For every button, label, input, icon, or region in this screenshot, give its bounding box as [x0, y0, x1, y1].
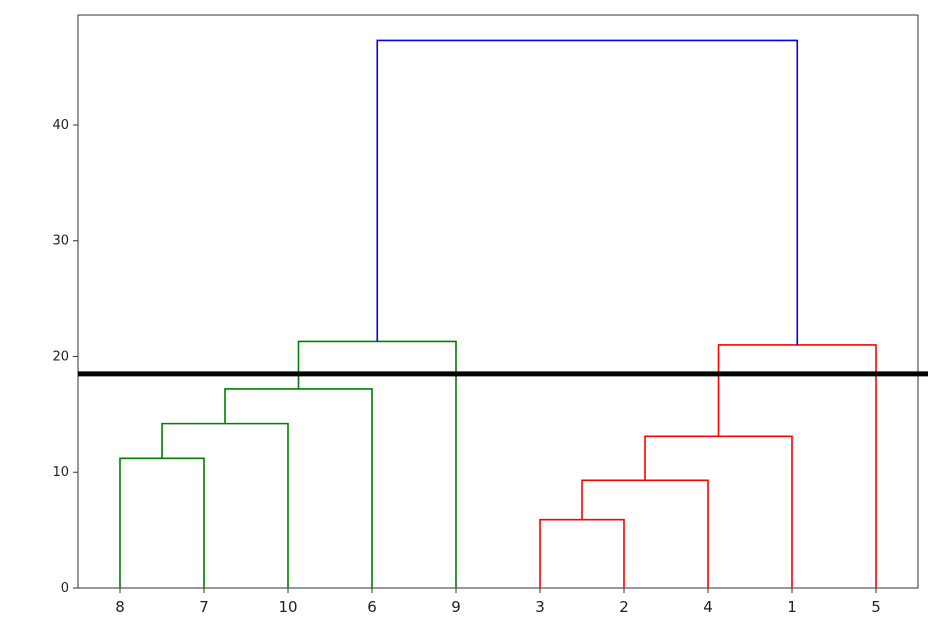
x-axis: 8 7 10 6 9 3 2 4 1 5	[115, 588, 881, 616]
dendrogram-link	[539, 518, 625, 588]
dendrogram-link	[581, 479, 709, 588]
y-tick-label: 10	[52, 465, 69, 480]
x-tick-label: 10	[278, 598, 297, 616]
x-tick-label: 1	[787, 598, 797, 616]
x-tick-label: 4	[703, 598, 713, 616]
dendrogram-link	[376, 39, 799, 345]
dendrogram-link	[644, 435, 793, 588]
y-tick-label: 0	[61, 581, 69, 596]
dendrogram-links	[119, 39, 877, 588]
x-tick-label: 8	[115, 598, 125, 616]
x-tick-label: 5	[871, 598, 881, 616]
y-tick-label: 30	[52, 234, 69, 249]
x-tick-label: 9	[451, 598, 461, 616]
y-tick-label: 40	[52, 118, 69, 133]
dendrogram-link	[119, 457, 205, 588]
x-tick-label: 2	[619, 598, 629, 616]
dendrogram-link	[717, 344, 877, 588]
plot-frame	[77, 14, 919, 589]
dendrogram-link	[161, 422, 289, 588]
x-tick-label: 7	[199, 598, 209, 616]
y-tick-label: 20	[52, 349, 69, 364]
dendrogram-link	[297, 340, 457, 588]
y-axis: 0 10 20 30 40	[52, 118, 78, 596]
dendrogram-link	[224, 388, 373, 588]
x-tick-label: 6	[367, 598, 377, 616]
x-tick-label: 3	[535, 598, 545, 616]
